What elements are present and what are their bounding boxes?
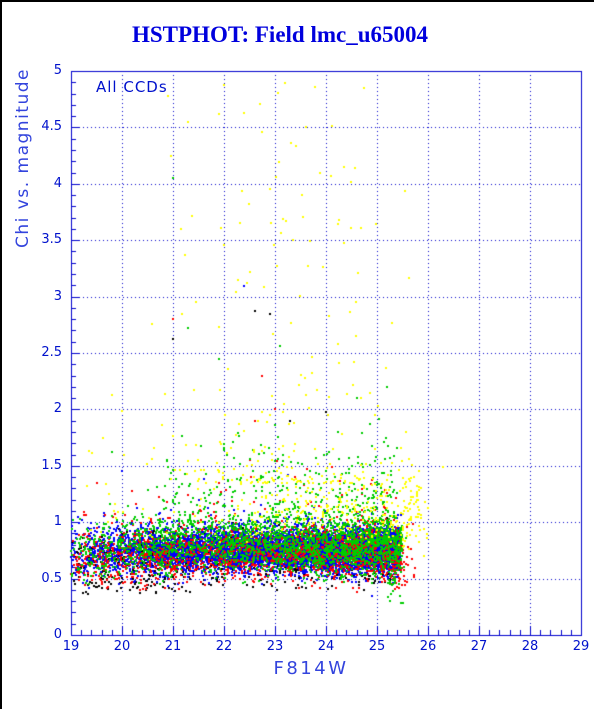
y-tick-label: 0: [53, 627, 62, 642]
y-tick-label: 5: [53, 63, 62, 78]
ccd-annotation: All CCDs: [96, 78, 168, 96]
window-border-left: [0, 0, 2, 709]
x-tick-label: 24: [317, 639, 335, 654]
y-tick-label: 3: [53, 288, 62, 304]
y-axis-label: Chi vs. magnitude: [13, 68, 33, 248]
x-tick-label: 19: [62, 639, 80, 654]
y-tick-label: 1.5: [41, 457, 62, 473]
x-tick-label: 28: [521, 639, 539, 654]
x-tick-label: 25: [368, 639, 386, 654]
y-tick-label: 2: [53, 401, 62, 417]
y-tick-label: 4.5: [41, 119, 62, 135]
x-tick-label: 22: [215, 639, 233, 654]
y-tick-label: 3.5: [41, 232, 62, 248]
y-tick-label: 2.5: [41, 345, 62, 360]
y-tick-label: 4: [53, 175, 62, 191]
x-tick-label: 23: [266, 639, 284, 654]
y-tick-label: 0.5: [41, 570, 62, 586]
x-tick-label: 29: [572, 639, 590, 654]
x-axis-label: F814W: [273, 658, 349, 679]
x-tick-label: 26: [419, 639, 437, 654]
y-tick-label: 1: [53, 514, 62, 530]
plot-title: HSTPHOT: Field lmc_u65004: [131, 22, 429, 47]
x-tick-label: 20: [113, 639, 131, 654]
window-border-top: [0, 0, 594, 2]
x-tick-label: 27: [470, 639, 488, 654]
x-tick-label: 21: [164, 639, 182, 654]
